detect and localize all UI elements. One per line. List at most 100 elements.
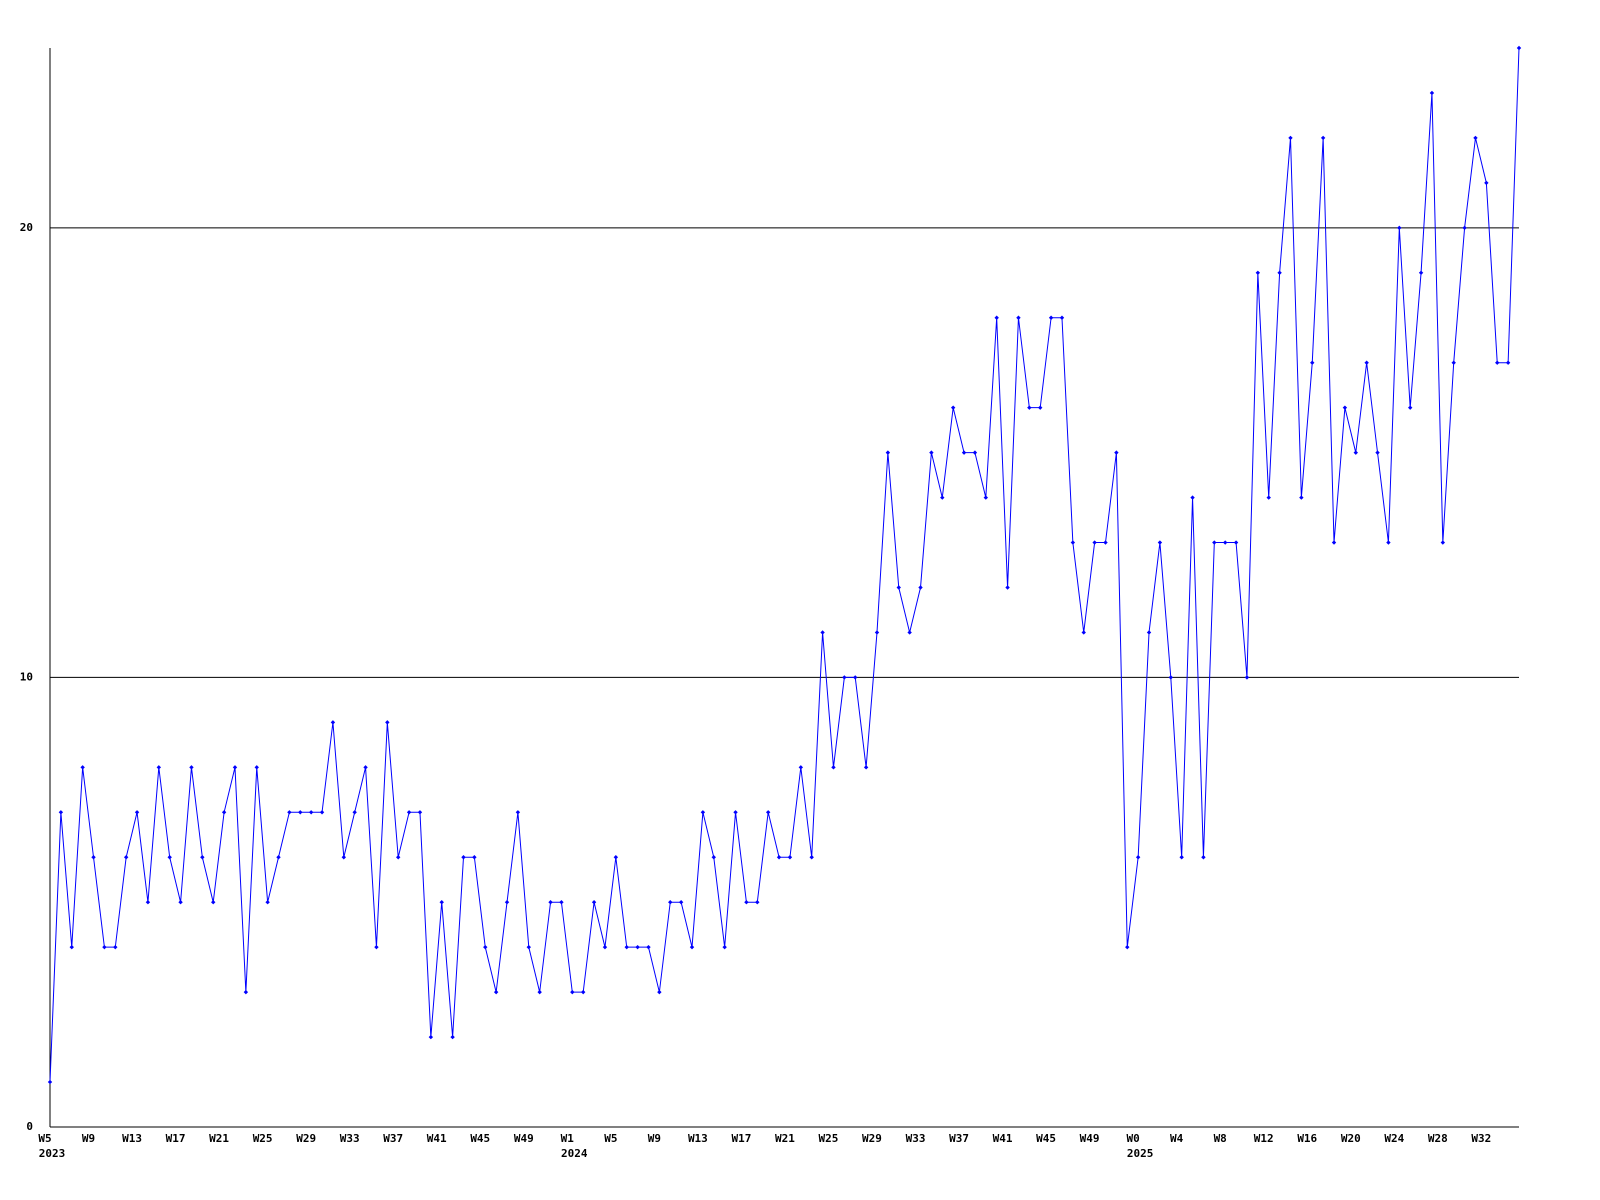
x-tick-label: W12	[1254, 1132, 1274, 1145]
data-point	[918, 585, 923, 590]
data-point	[1331, 540, 1337, 545]
data-point	[352, 810, 357, 815]
x-tick-label: W37	[383, 1132, 403, 1145]
data-point	[1320, 135, 1326, 141]
data-point	[613, 855, 619, 860]
data-point	[1103, 540, 1108, 545]
data-point	[504, 900, 510, 905]
data-point	[243, 989, 249, 995]
x-tick-label: W0	[1127, 1132, 1140, 1145]
x-tick-label: W24	[1384, 1132, 1404, 1145]
data-point	[189, 765, 194, 770]
data-point	[809, 855, 814, 860]
data-point	[1092, 540, 1097, 545]
data-point	[91, 855, 96, 860]
data-point	[417, 810, 423, 815]
data-point	[733, 810, 738, 815]
data-point	[1516, 45, 1522, 51]
x-year-label: 2024	[561, 1147, 588, 1160]
x-tick-label: W32	[1471, 1132, 1491, 1145]
data-point	[472, 855, 477, 860]
data-point	[570, 989, 575, 995]
data-point	[787, 855, 793, 860]
x-tick-label: W1	[561, 1132, 575, 1145]
data-point	[1081, 630, 1086, 635]
x-tick-label: W21	[209, 1132, 229, 1145]
data-point	[428, 1034, 434, 1040]
x-year-label: 2025	[1127, 1147, 1154, 1160]
data-point	[950, 405, 956, 410]
data-point	[983, 495, 989, 500]
data-point	[1310, 360, 1315, 365]
x-tick-label: W33	[340, 1132, 360, 1145]
x-tick-label: W5	[38, 1132, 51, 1145]
x-tick-label: W49	[1080, 1132, 1100, 1145]
data-point	[221, 810, 227, 815]
data-point	[113, 944, 118, 950]
data-point	[580, 989, 586, 995]
data-point	[1190, 495, 1195, 500]
data-point	[1212, 540, 1217, 545]
data-point	[1157, 540, 1163, 545]
data-point	[232, 765, 238, 770]
data-point	[635, 944, 640, 950]
x-tick-label: W5	[604, 1132, 617, 1145]
data-point	[1168, 675, 1173, 680]
data-point	[1299, 495, 1304, 500]
data-point	[1038, 405, 1043, 410]
data-point	[1027, 405, 1032, 410]
data-point	[907, 630, 912, 635]
data-point	[842, 675, 847, 680]
y-tick-label: 10	[20, 670, 33, 683]
y-tick-label: 20	[20, 221, 33, 234]
data-point	[657, 989, 662, 995]
data-point	[167, 855, 172, 860]
data-point	[1070, 540, 1076, 545]
data-point	[265, 900, 270, 905]
data-point	[874, 630, 880, 635]
data-point	[102, 944, 107, 950]
data-point	[461, 855, 466, 860]
x-tick-label: W4	[1170, 1132, 1184, 1145]
data-point	[1005, 585, 1010, 590]
data-point	[1201, 855, 1206, 860]
data-point	[200, 855, 205, 860]
x-tick-label: W41	[993, 1132, 1013, 1145]
data-point	[1407, 405, 1413, 410]
data-point	[308, 810, 314, 815]
data-point	[47, 1079, 53, 1085]
data-point	[755, 900, 760, 905]
x-tick-label: W17	[166, 1132, 186, 1145]
data-point	[896, 585, 901, 590]
data-point	[58, 810, 64, 815]
x-tick-label: W13	[122, 1132, 142, 1145]
data-point	[406, 810, 412, 815]
data-point	[287, 810, 292, 815]
data-point	[1255, 270, 1261, 275]
data-point	[1266, 495, 1271, 500]
data-point	[744, 900, 749, 905]
data-point	[254, 765, 259, 770]
data-point	[123, 855, 129, 860]
x-tick-label: W25	[253, 1132, 273, 1145]
data-point	[374, 944, 379, 950]
data-point	[961, 450, 967, 455]
data-point	[1244, 675, 1250, 680]
data-point	[483, 944, 488, 950]
data-point	[940, 495, 945, 500]
data-point	[178, 900, 183, 905]
data-point	[134, 810, 140, 815]
data-point	[1473, 135, 1478, 141]
data-point	[831, 765, 836, 770]
data-point	[1484, 180, 1489, 186]
data-point	[689, 944, 695, 950]
data-point	[1505, 360, 1511, 365]
data-line	[49, 47, 1520, 1083]
data-point	[602, 944, 608, 950]
data-point	[1397, 225, 1402, 231]
data-point	[537, 989, 542, 995]
data-point	[1179, 855, 1184, 860]
data-point	[646, 944, 651, 950]
data-point	[885, 450, 891, 455]
